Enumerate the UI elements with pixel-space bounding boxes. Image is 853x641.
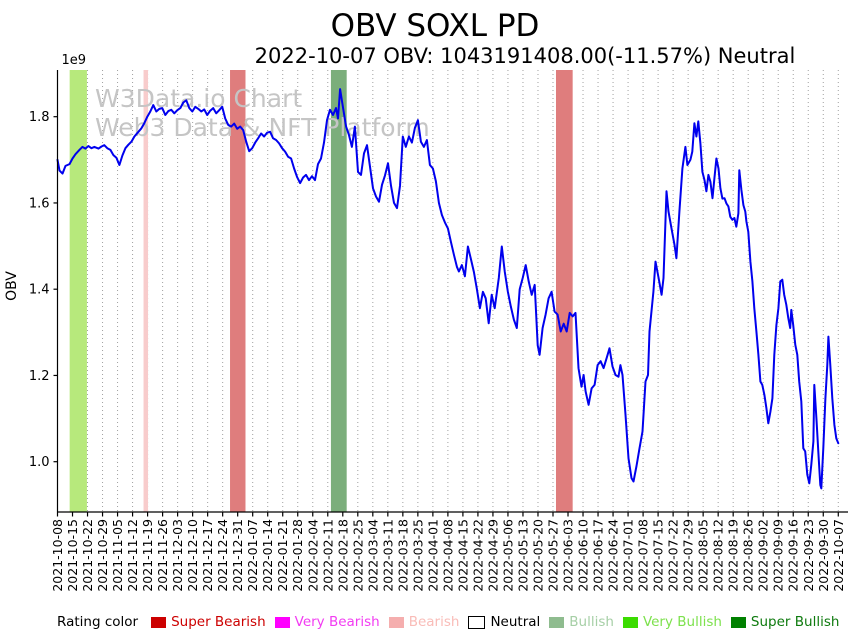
x-tick-label: 2022-07-01	[621, 519, 636, 592]
rating-band-super-bearish	[555, 70, 573, 512]
legend-label: Super Bullish	[750, 614, 840, 630]
legend-item-neutral: Neutral	[468, 614, 540, 630]
rating-bands	[69, 70, 573, 512]
x-tick-label: 2022-09-02	[756, 519, 771, 592]
rating-band-super-bullish	[330, 70, 347, 512]
x-tick-label: 2022-04-01	[425, 519, 440, 592]
legend-items: Super Bearish Very Bearish Bearish Neutral B…	[151, 614, 848, 630]
x-tick-label: 2022-07-29	[681, 519, 696, 592]
y-tick-label: 1.4	[29, 283, 50, 298]
gridlines	[57, 70, 839, 512]
x-tick-label: 2021-12-03	[170, 519, 185, 592]
x-tick-label: 2022-03-11	[380, 519, 395, 592]
x-tick-label: 2022-04-29	[485, 519, 500, 592]
x-tick-label: 2021-11-26	[155, 519, 170, 592]
rating-legend: Rating color Super Bearish Very Bearish Be…	[57, 614, 848, 630]
x-tick-label: 2021-11-05	[110, 519, 125, 592]
x-tick-label: 2022-05-13	[515, 519, 530, 592]
legend-title: Rating color	[57, 614, 139, 630]
x-tick-label: 2022-07-22	[666, 519, 681, 592]
legend-item-very-bearish: Very Bearish	[274, 614, 380, 630]
x-tick-label: 2022-10-07	[831, 519, 846, 592]
x-tick-label: 2022-03-04	[365, 519, 380, 592]
x-tick-label: 2022-05-27	[545, 519, 560, 592]
x-tick-label: 2021-10-15	[65, 519, 80, 592]
x-tick-label: 2021-11-19	[140, 519, 155, 592]
x-tick-label: 2022-01-21	[275, 519, 290, 592]
x-tick-label: 2022-01-14	[260, 519, 275, 592]
x-tick-label: 2022-02-11	[320, 519, 335, 592]
legend-item-super-bearish: Super Bearish	[151, 614, 266, 630]
x-tick-label: 2022-06-03	[561, 519, 576, 592]
x-tick-label: 2022-08-19	[726, 519, 741, 592]
legend-label: Bearish	[408, 614, 460, 630]
legend-label: Neutral	[490, 614, 541, 630]
legend-label: Very Bullish	[642, 614, 722, 630]
x-tick-label: 2021-12-31	[230, 519, 245, 592]
y-tick-label: 1.8	[29, 110, 50, 125]
x-tick-label: 2021-12-17	[200, 519, 215, 592]
x-tick-label: 2022-07-15	[651, 519, 666, 592]
legend-swatch	[549, 616, 565, 628]
rating-band-bearish	[143, 70, 149, 512]
watermark-line2: Web3 Data & NFT Platform	[95, 113, 430, 142]
x-tick-label: 2021-11-12	[125, 519, 140, 592]
y-tick-label: 1.6	[29, 196, 50, 211]
legend-item-super-bullish: Super Bullish	[730, 614, 840, 630]
obv-line-group	[56, 88, 840, 490]
legend-item-very-bullish: Very Bullish	[622, 614, 722, 630]
legend-swatch	[151, 616, 167, 628]
x-tick-label: 2022-05-20	[530, 519, 545, 592]
legend-item-bearish: Bearish	[388, 614, 460, 630]
x-tick-label: 2022-09-30	[816, 519, 831, 592]
x-tick-label: 2021-10-29	[95, 519, 110, 592]
legend-label: Bullish	[569, 614, 614, 630]
legend-label: Very Bearish	[294, 614, 380, 630]
chart-subtitle: 2022-10-07 OBV: 1043191408.00(-11.57%) N…	[254, 44, 796, 68]
x-tick-label: 2022-02-25	[350, 519, 365, 592]
x-tick-label: 2022-03-18	[395, 519, 410, 592]
page-title: OBV SOXL PD	[330, 8, 540, 44]
x-tick-label: 2022-08-12	[711, 519, 726, 592]
x-tick-label: 2022-06-24	[606, 519, 621, 592]
x-tick-label: 2021-10-08	[50, 519, 65, 592]
y-offset-label: 1e9	[62, 53, 87, 68]
x-tick-label: 2022-07-08	[636, 519, 651, 592]
rating-band-super-bearish	[230, 70, 246, 512]
x-tick-label: 2021-12-10	[185, 519, 200, 592]
legend-swatch	[388, 616, 404, 628]
x-tick-label: 2022-09-23	[801, 519, 816, 592]
x-tick-label: 2022-06-10	[576, 519, 591, 592]
legend-swatch	[274, 616, 290, 628]
obv-line	[56, 88, 840, 490]
chart-plot-svg: W3Data.io Chart Web3 Data & NFT Platform…	[29, 53, 848, 592]
legend-label: Super Bearish	[171, 614, 266, 630]
x-tick-label: 2022-06-17	[591, 519, 606, 592]
x-tick-label: 2022-09-09	[771, 519, 786, 592]
legend-swatch	[730, 616, 746, 628]
x-tick-label: 2022-01-07	[245, 519, 260, 592]
x-tick-label: 2022-03-25	[410, 519, 425, 592]
x-tick-label: 2021-12-24	[215, 519, 230, 592]
x-tick-label: 2022-08-26	[741, 519, 756, 592]
x-tick-label: 2022-02-18	[335, 519, 350, 592]
legend-swatch	[468, 615, 486, 629]
legend-swatch	[622, 616, 638, 628]
x-tick-label: 2022-02-04	[305, 519, 320, 592]
x-tick-label: 2022-08-05	[696, 519, 711, 592]
x-tick-label: 2022-05-06	[500, 519, 515, 592]
x-tick-label: 2022-04-15	[455, 519, 470, 592]
x-tick-label: 2022-09-16	[786, 519, 801, 592]
x-tick-label: 2021-10-22	[80, 519, 95, 592]
x-tick-label: 2022-01-28	[290, 519, 305, 592]
x-tick-label: 2022-04-08	[440, 519, 455, 592]
x-tick-label: 2022-04-22	[470, 519, 485, 592]
legend-item-bullish: Bullish	[549, 614, 614, 630]
y-tick-label: 1.2	[29, 369, 50, 384]
rating-band-very-bullish	[69, 70, 87, 512]
y-tick-label: 1.0	[29, 455, 50, 470]
